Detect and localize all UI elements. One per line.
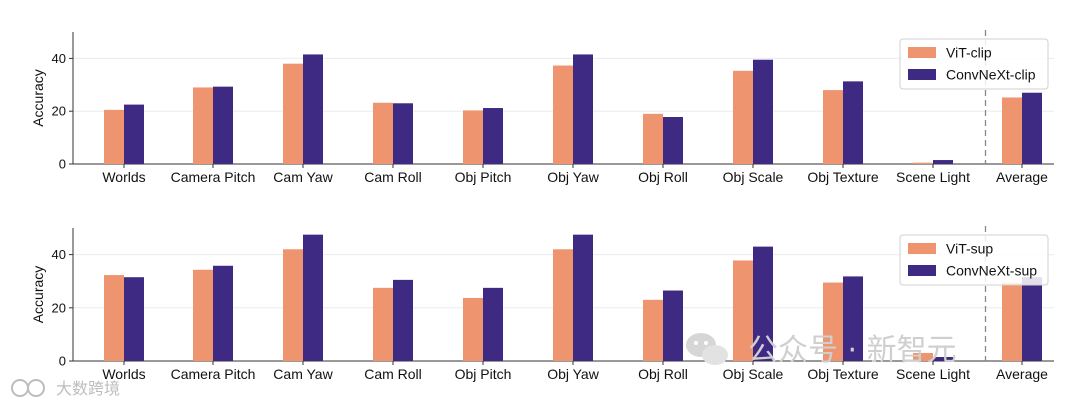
x-tick-label: Camera Pitch: [171, 169, 256, 185]
bar-vit-clip-obj-scale: [733, 70, 753, 164]
bar-convnext-clip-camera-pitch: [213, 86, 233, 164]
bar-convnext-clip-obj-pitch: [483, 108, 503, 164]
bar-convnext-clip-cam-yaw: [303, 54, 323, 164]
x-tick-label: Cam Yaw: [273, 366, 333, 382]
bar-vit-clip-cam-yaw: [283, 63, 303, 164]
bar-vit-clip-obj-texture: [823, 90, 843, 164]
bar-convnext-sup-average: [1022, 277, 1042, 361]
x-tick-label: Obj Texture: [807, 169, 879, 185]
bar-convnext-sup-camera-pitch: [213, 265, 233, 361]
bar-vit-sup-worlds: [104, 275, 124, 361]
bar-convnext-sup-cam-yaw: [303, 234, 323, 361]
bar-vit-sup-average: [1002, 282, 1022, 361]
y-tick-label: 40: [52, 51, 66, 66]
legend-entry-label: ConvNeXt-sup: [946, 263, 1037, 279]
bar-vit-sup-obj-yaw: [553, 249, 573, 361]
x-tick-label: Scene Light: [896, 366, 970, 382]
x-tick-label: Cam Yaw: [273, 169, 333, 185]
legend: ViT-clip ConvNeXt-clip: [899, 38, 1049, 90]
bar-vit-sup-obj-texture: [823, 282, 843, 361]
bar-vit-sup-cam-roll: [373, 287, 393, 361]
bar-vit-clip-obj-roll: [643, 113, 663, 164]
x-tick-label: Obj Roll: [638, 169, 688, 185]
x-tick-label: Obj Yaw: [547, 169, 600, 185]
x-tick-label: Obj Pitch: [455, 366, 512, 382]
bar-convnext-sup-cam-roll: [393, 279, 413, 361]
legend-entry-label: ViT-sup: [946, 241, 993, 257]
bar-convnext-clip-scene-light: [933, 160, 953, 164]
bar-convnext-sup-obj-yaw: [573, 234, 593, 361]
y-axis-label: Accuracy: [30, 69, 46, 127]
bar-vit-clip-cam-roll: [373, 102, 393, 164]
bar-vit-sup-obj-pitch: [463, 297, 483, 361]
bar-vit-clip-scene-light: [913, 162, 933, 164]
y-tick-label: 20: [52, 300, 66, 315]
y-axis-label: Accuracy: [30, 266, 46, 324]
x-tick-label: Worlds: [102, 366, 145, 382]
bar-vit-sup-obj-roll: [643, 299, 663, 361]
legend-swatch: [908, 47, 936, 58]
bottom-panel-chart: 0 20 40 Accuracy Worlds Camera Pitch Cam Yaw Ca…: [30, 226, 1054, 382]
bar-convnext-clip-obj-texture: [843, 81, 863, 164]
bar-convnext-sup-obj-texture: [843, 276, 863, 361]
bar-convnext-clip-average: [1022, 92, 1042, 164]
bar-convnext-clip-worlds: [124, 104, 144, 164]
bar-convnext-clip-obj-scale: [753, 59, 773, 164]
bar-convnext-clip-cam-roll: [393, 103, 413, 164]
legend-swatch: [908, 265, 936, 276]
y-tick-label: 20: [52, 104, 66, 119]
watermark-corner-text: 大数跨境: [56, 379, 120, 398]
y-tick-label: 0: [59, 157, 66, 172]
x-tick-label: Worlds: [102, 169, 145, 185]
x-tick-label: Obj Scale: [723, 366, 784, 382]
bar-convnext-clip-obj-yaw: [573, 54, 593, 164]
bar-vit-sup-cam-yaw: [283, 249, 303, 361]
x-tick-label: Obj Yaw: [547, 366, 600, 382]
legend: ViT-sup ConvNeXt-sup: [899, 234, 1049, 286]
legend-entry-label: ConvNeXt-clip: [946, 67, 1036, 83]
y-tick-label: 40: [52, 247, 66, 262]
wechat-logo-icon: [686, 333, 728, 365]
x-tick-label: Obj Roll: [638, 366, 688, 382]
bar-convnext-sup-obj-pitch: [483, 287, 503, 361]
bar-convnext-clip-obj-roll: [663, 117, 683, 164]
bar-vit-clip-obj-pitch: [463, 110, 483, 164]
legend-entry-label: ViT-clip: [946, 45, 992, 61]
bar-convnext-sup-obj-roll: [663, 290, 683, 361]
bar-vit-clip-worlds: [104, 109, 124, 164]
watermark-main-text: 公众号 · 新智元: [748, 333, 957, 368]
y-tick-label: 0: [59, 354, 66, 369]
corner-logo-icon: [11, 379, 45, 397]
bar-vit-sup-scene-light: [913, 353, 933, 361]
bar-vit-clip-average: [1002, 97, 1022, 164]
x-tick-label: Average: [996, 366, 1048, 382]
watermark: 公众号 · 新智元 大数跨境: [11, 333, 957, 398]
legend-swatch: [908, 69, 936, 80]
bar-vit-clip-obj-yaw: [553, 65, 573, 164]
legend-box: [899, 38, 1049, 90]
x-tick-label: Average: [996, 169, 1048, 185]
bar-vit-sup-obj-scale: [733, 260, 753, 361]
x-tick-label: Camera Pitch: [171, 366, 256, 382]
bar-vit-sup-camera-pitch: [193, 269, 213, 361]
x-tick-label: Obj Scale: [723, 169, 784, 185]
bar-vit-clip-camera-pitch: [193, 87, 213, 164]
x-tick-label: Obj Texture: [807, 366, 879, 382]
legend-swatch: [908, 243, 936, 254]
x-tick-label: Cam Roll: [364, 366, 422, 382]
bar-convnext-sup-scene-light: [933, 357, 953, 361]
x-tick-label: Obj Pitch: [455, 169, 512, 185]
legend-box: [899, 234, 1049, 286]
top-panel-chart: 0 20 40 Accuracy Worlds Camera Pitch Cam Yaw Ca…: [30, 30, 1054, 185]
x-tick-label: Cam Roll: [364, 169, 422, 185]
bar-convnext-sup-obj-scale: [753, 246, 773, 361]
x-tick-label: Scene Light: [896, 169, 970, 185]
bar-convnext-sup-worlds: [124, 277, 144, 361]
